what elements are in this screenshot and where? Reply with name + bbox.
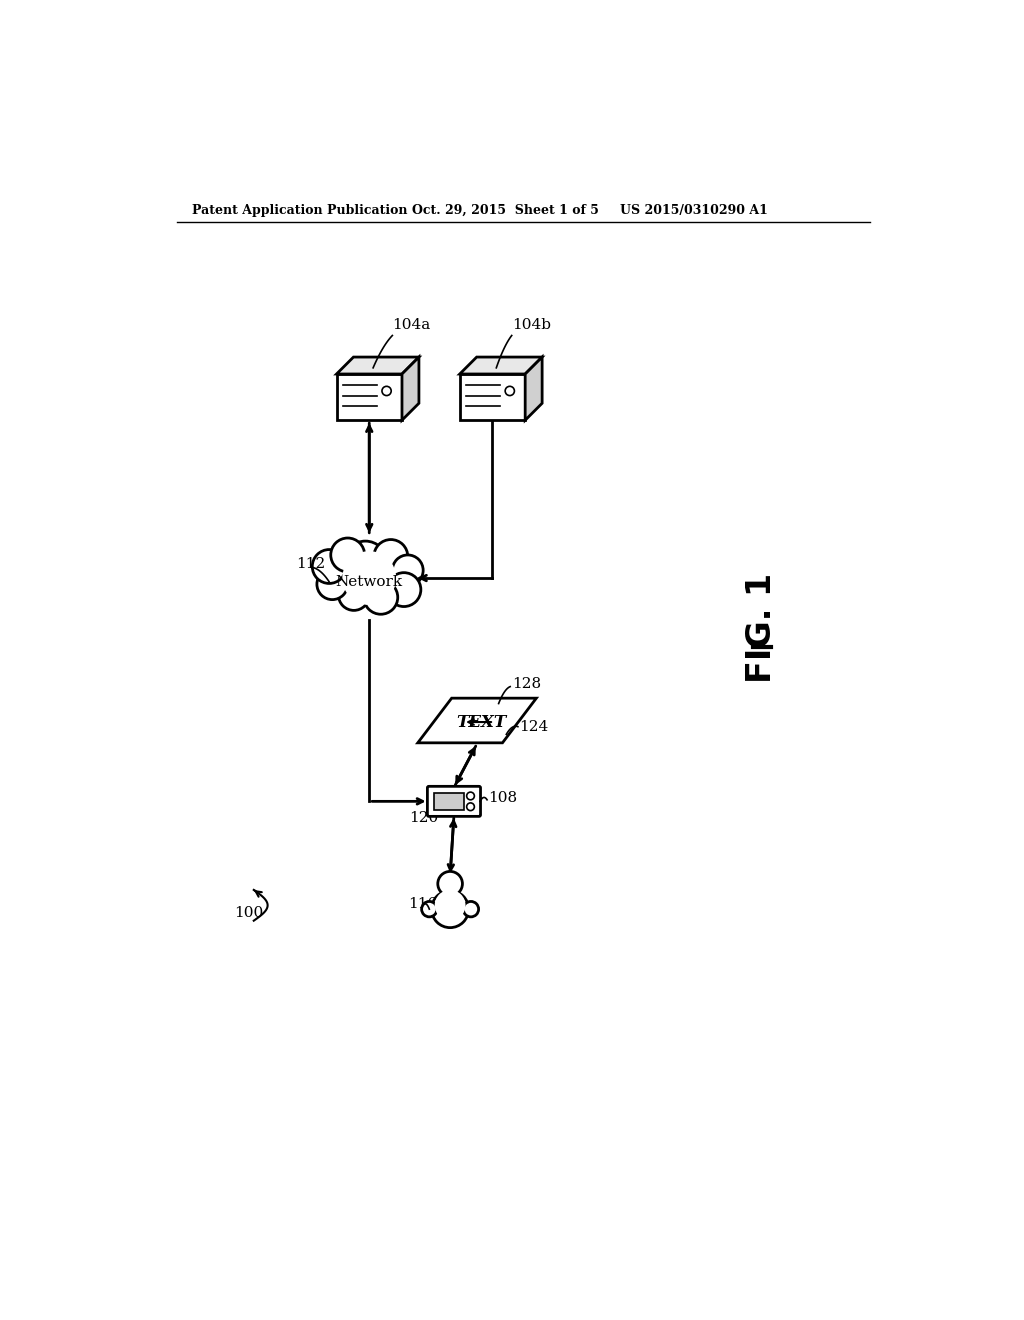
Text: 104a: 104a (392, 318, 431, 331)
Text: Network: Network (336, 576, 402, 589)
FancyBboxPatch shape (427, 787, 480, 816)
Circle shape (344, 541, 387, 585)
Text: 124: 124 (519, 719, 549, 734)
Circle shape (392, 554, 423, 586)
Polygon shape (337, 358, 419, 374)
Text: 112: 112 (296, 557, 326, 572)
Text: US 2015/0310290 A1: US 2015/0310290 A1 (620, 205, 767, 218)
Polygon shape (402, 358, 419, 420)
Circle shape (374, 540, 408, 573)
Text: 100: 100 (234, 906, 264, 920)
Text: 104b: 104b (512, 318, 551, 331)
Text: TEXT: TEXT (456, 714, 506, 730)
Text: Patent Application Publication: Patent Application Publication (193, 205, 408, 218)
Circle shape (463, 902, 478, 917)
Polygon shape (460, 358, 542, 374)
Circle shape (432, 891, 469, 928)
Circle shape (387, 573, 421, 607)
Polygon shape (337, 374, 402, 420)
Circle shape (316, 569, 348, 599)
Circle shape (435, 890, 466, 921)
Circle shape (339, 579, 370, 610)
Polygon shape (418, 698, 537, 743)
Circle shape (422, 902, 437, 917)
Text: FIG. 1: FIG. 1 (745, 573, 778, 684)
Circle shape (331, 539, 365, 572)
Polygon shape (460, 374, 525, 420)
Text: 108: 108 (488, 791, 518, 804)
Circle shape (364, 581, 397, 614)
Text: 116: 116 (408, 896, 437, 911)
Polygon shape (525, 358, 542, 420)
Text: Oct. 29, 2015  Sheet 1 of 5: Oct. 29, 2015 Sheet 1 of 5 (412, 205, 598, 218)
Circle shape (438, 871, 463, 896)
Circle shape (312, 549, 346, 583)
Circle shape (342, 552, 396, 605)
Bar (434, 793, 464, 809)
Text: 120: 120 (410, 812, 438, 825)
Text: 128: 128 (512, 677, 541, 690)
